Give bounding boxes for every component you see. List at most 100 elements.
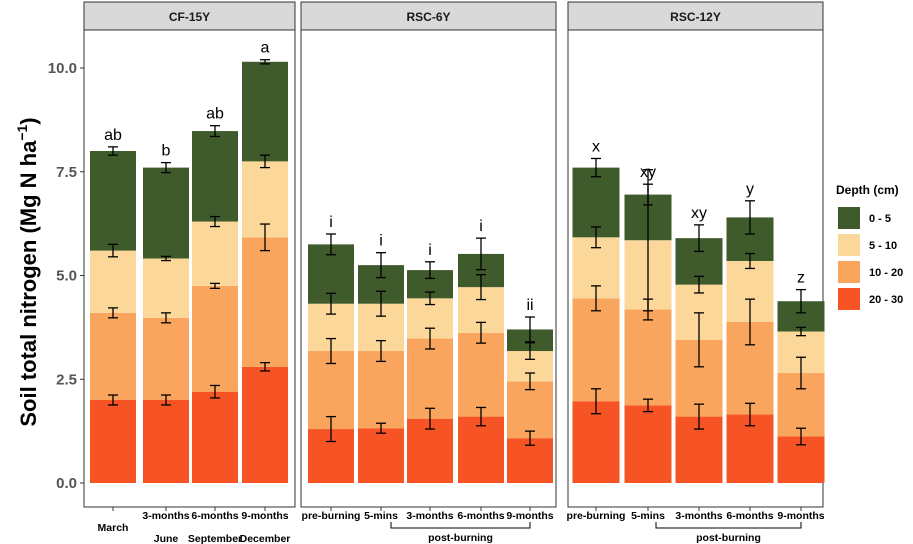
y-tick-label: 5.0	[56, 268, 77, 285]
significance-letter: xy	[691, 205, 707, 222]
bar-segment	[192, 285, 238, 392]
significance-letter: z	[797, 270, 805, 287]
bar-stack: i	[358, 233, 404, 483]
error-bar	[210, 125, 220, 138]
bar-segment	[90, 312, 136, 400]
significance-letter: ab	[206, 106, 224, 123]
error-bar	[161, 255, 171, 262]
bar-stack: xy	[675, 205, 723, 483]
bar-segment	[458, 332, 504, 417]
significance-letter: ab	[104, 127, 122, 144]
error-bar	[326, 233, 336, 256]
panel-title: CF-15Y	[169, 10, 210, 24]
significance-letter: i	[428, 242, 432, 259]
error-bar	[476, 274, 486, 301]
y-axis-title-end: )	[16, 117, 41, 124]
group-label: post-burning	[696, 532, 761, 544]
error-bar	[260, 361, 270, 372]
y-tick-label: 10.0	[48, 60, 77, 77]
x-tick-label: pre-burning	[302, 510, 361, 522]
y-tick-label: 2.5	[56, 371, 77, 388]
bar-segment	[90, 400, 136, 483]
bar-stack: i	[458, 218, 504, 483]
x-tick-label: June	[154, 533, 179, 544]
error-bar	[694, 275, 704, 294]
y-axis-title: Soil total nitrogen (Mg N ha−1)	[14, 117, 41, 426]
error-bar	[796, 356, 806, 390]
y-axis: 0.0 2.5 5.0 7.5 10.0	[48, 60, 84, 492]
legend-label: 20 - 30	[869, 294, 903, 306]
y-axis-title-main: Soil total nitrogen (Mg N ha	[16, 140, 41, 427]
panel-cf-15y: CF-15Y ab March b 3-months June ab 6-months Sept…	[83, 1, 296, 544]
bar-segment	[572, 167, 620, 238]
error-bar	[425, 261, 435, 280]
error-bar	[108, 394, 118, 406]
y-axis-title-sup: −1	[14, 124, 30, 140]
bar-segment	[192, 131, 238, 222]
error-bar	[525, 342, 535, 360]
x-tick-label: 6-months	[457, 510, 504, 522]
bar-segment	[242, 61, 288, 162]
significance-letter: a	[261, 40, 270, 57]
bar-segment	[90, 250, 136, 313]
significance-letter: xy	[640, 164, 656, 181]
bar-segment	[242, 237, 288, 367]
legend-swatch	[838, 207, 860, 229]
group-bracket	[655, 522, 802, 529]
error-bar	[525, 430, 535, 446]
error-bar	[260, 223, 270, 252]
error-bar	[161, 161, 171, 174]
x-tick-label: December	[240, 533, 291, 544]
error-bar	[796, 427, 806, 446]
legend-title: Depth (cm)	[836, 183, 899, 197]
bar-stack: y	[726, 181, 774, 483]
error-bar	[210, 215, 220, 228]
bar-segment	[143, 400, 189, 483]
bar-segment	[242, 366, 288, 483]
x-tick-label: 5-mins	[631, 510, 665, 522]
significance-letter: b	[162, 143, 171, 160]
error-bar	[326, 337, 336, 365]
error-bar	[260, 59, 270, 65]
significance-letter: i	[479, 218, 483, 235]
error-bar	[210, 282, 220, 290]
bar-segment	[143, 258, 189, 318]
group-bracket	[390, 522, 531, 529]
error-bar	[591, 226, 601, 249]
legend: Depth (cm) 0 - 5 5 - 10 10 - 20 20 - 30	[836, 183, 903, 310]
error-bar	[591, 157, 601, 178]
error-bar	[425, 291, 435, 306]
error-bar	[476, 237, 486, 271]
bar-segment	[90, 151, 136, 251]
error-bar	[210, 384, 220, 399]
y-tick-label: 7.5	[56, 164, 77, 181]
significance-letter: y	[746, 181, 754, 198]
significance-letter: i	[379, 233, 383, 250]
error-bar	[376, 252, 386, 279]
x-tick-label: 3-months	[675, 510, 722, 522]
error-bar	[643, 398, 653, 413]
x-tick-label: 6-months	[726, 510, 773, 522]
bar-stack: i	[308, 214, 354, 483]
bar-stack: i	[407, 242, 453, 483]
bar-segment	[507, 381, 553, 439]
error-bar	[326, 415, 336, 443]
bar-stack: a	[242, 40, 288, 483]
panels-layer: CF-15Y ab March b 3-months June ab 6-months Sept…	[83, 1, 825, 544]
y-tick-label: 0.0	[56, 475, 77, 492]
significance-letter: i	[329, 214, 333, 231]
error-bar	[425, 327, 435, 350]
error-bar	[376, 340, 386, 363]
bar-segment	[624, 309, 672, 406]
x-tick-label: March	[98, 522, 129, 534]
error-bar	[591, 285, 601, 312]
legend-swatch	[838, 234, 860, 256]
bar-stack: x	[572, 138, 620, 483]
bar-segment	[192, 221, 238, 286]
error-bar	[796, 326, 806, 337]
bar-segment	[143, 317, 189, 400]
x-tick-label: 6-months	[191, 510, 238, 522]
legend-label: 0 - 5	[869, 213, 891, 225]
x-tick-label: 9-months	[777, 510, 824, 522]
